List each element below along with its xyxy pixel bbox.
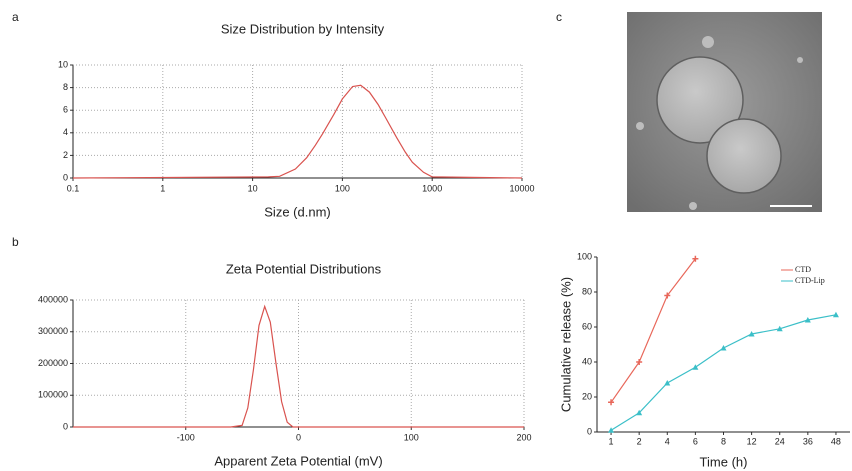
y-tick-label: 0 [63, 172, 68, 182]
y-tick-label: 8 [63, 82, 68, 92]
y-tick-label: 10 [58, 59, 68, 69]
marker [692, 364, 699, 370]
y-tick-label: 60 [582, 321, 592, 331]
marker [608, 399, 615, 406]
marker [636, 409, 643, 416]
marker [664, 380, 671, 386]
x-tick-label: 48 [831, 436, 841, 446]
y-tick-label: 80 [582, 286, 592, 296]
x-axis-label: Apparent Zeta Potential (mV) [214, 453, 382, 468]
x-tick-label: -100 [177, 432, 195, 442]
y-tick-label: 100 [577, 251, 592, 261]
y-tick-label: 0 [587, 426, 592, 436]
legend-label: CTD [795, 265, 811, 274]
vesicle [706, 118, 782, 194]
vesicle [656, 56, 744, 144]
marker [748, 331, 755, 337]
x-tick-label: 8 [721, 436, 726, 446]
x-tick-label: 10000 [509, 183, 534, 193]
marker [636, 359, 643, 365]
y-axis-label: Cumulative release (%) [558, 277, 573, 412]
y-tick-label: 6 [63, 105, 68, 115]
panel-letter: a [12, 10, 19, 24]
particle [702, 36, 714, 48]
x-tick-label: 1 [609, 436, 614, 446]
y-tick-label: 100000 [38, 390, 68, 400]
tem-image [627, 12, 822, 212]
particle [636, 122, 644, 130]
y-tick-label: 2 [63, 150, 68, 160]
x-tick-label: 12 [747, 436, 757, 446]
y-tick-label: 40 [582, 356, 592, 366]
x-tick-label: 100 [335, 183, 350, 193]
y-tick-label: 300000 [38, 326, 68, 336]
x-tick-label: 100 [404, 432, 419, 442]
x-tick-label: 0 [296, 432, 301, 442]
panel-letter: b [12, 235, 19, 249]
x-axis-label: Time (h) [700, 454, 748, 469]
legend-label: CTD-Lip [795, 276, 825, 285]
x-tick-label: 0.1 [67, 183, 80, 193]
chart-title: Zeta Potential Distributions [226, 261, 382, 276]
x-tick-label: 4 [665, 436, 670, 446]
series-line [73, 304, 524, 428]
marker [664, 292, 671, 299]
panel-letter: c [556, 10, 562, 24]
x-tick-label: 1000 [422, 183, 442, 193]
marker [720, 345, 727, 351]
marker [776, 325, 783, 332]
x-tick-label: 36 [803, 436, 813, 446]
y-tick-label: 400000 [38, 294, 68, 304]
y-tick-label: 200000 [38, 358, 68, 368]
x-tick-label: 24 [775, 436, 785, 446]
x-axis-label: Size (d.nm) [264, 204, 330, 219]
marker [804, 317, 811, 323]
x-tick-label: 10 [248, 183, 258, 193]
y-tick-label: 4 [63, 127, 68, 137]
x-tick-label: 2 [637, 436, 642, 446]
series-line [72, 84, 523, 179]
series-line [610, 258, 696, 403]
y-tick-label: 0 [63, 421, 68, 431]
x-tick-label: 1 [160, 183, 165, 193]
y-tick-label: 20 [582, 391, 592, 401]
marker [608, 427, 615, 433]
series-line [610, 314, 837, 431]
x-tick-label: 6 [693, 436, 698, 446]
x-tick-label: 200 [516, 432, 531, 442]
particle [689, 202, 697, 210]
chart-title: Size Distribution by Intensity [221, 21, 385, 36]
marker [692, 255, 699, 262]
particle [797, 57, 803, 63]
marker [832, 311, 839, 318]
